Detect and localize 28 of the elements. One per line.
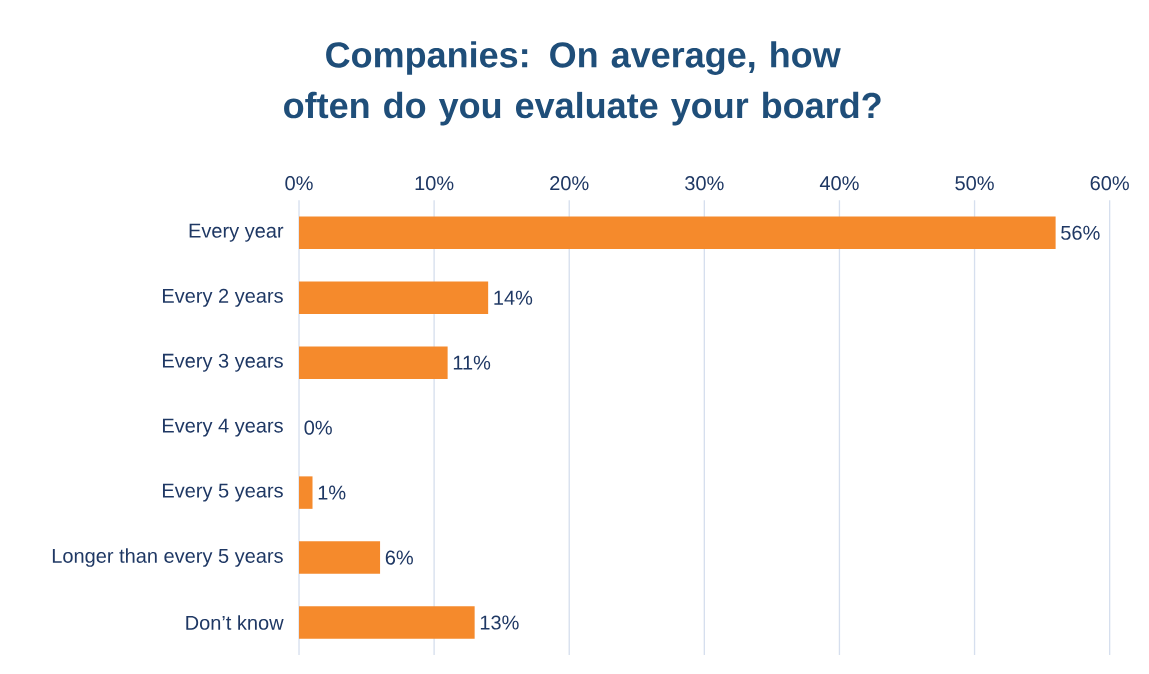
data-label: 56% <box>1061 225 1100 240</box>
x-tick-label: 30% <box>685 176 724 191</box>
data-label: 11% <box>453 355 491 370</box>
y-tick-label: Every year <box>189 223 284 242</box>
bar <box>299 281 489 314</box>
bar <box>299 476 313 509</box>
y-tick-label: Every 2 years <box>163 288 283 307</box>
y-tick-label: Every 4 years <box>163 418 283 437</box>
data-label: 0% <box>304 420 332 435</box>
bar <box>299 346 448 379</box>
bar <box>299 541 381 574</box>
y-tick-label: Longer than every 5 years <box>52 548 283 567</box>
x-tick-label: 10% <box>415 176 454 191</box>
data-label: 14% <box>494 290 533 305</box>
data-label: 1% <box>318 485 346 500</box>
data-label: 13% <box>480 615 519 630</box>
bar <box>299 606 475 639</box>
chart-title: Companies: On average, how often do you evaluate your board? <box>284 41 881 126</box>
bar <box>299 216 1056 250</box>
x-tick-label: 20% <box>550 176 589 191</box>
y-tick-label: Every 3 years <box>163 353 283 372</box>
x-tick-label: 0% <box>285 176 313 191</box>
x-tick-label: 60% <box>1090 176 1129 191</box>
x-tick-label: 40% <box>819 176 859 191</box>
data-label: 6% <box>385 550 413 565</box>
x-tick-label: 50% <box>955 176 994 191</box>
y-tick-label: Every 5 years <box>163 483 283 502</box>
y-tick-label: Don’t know <box>186 615 284 630</box>
